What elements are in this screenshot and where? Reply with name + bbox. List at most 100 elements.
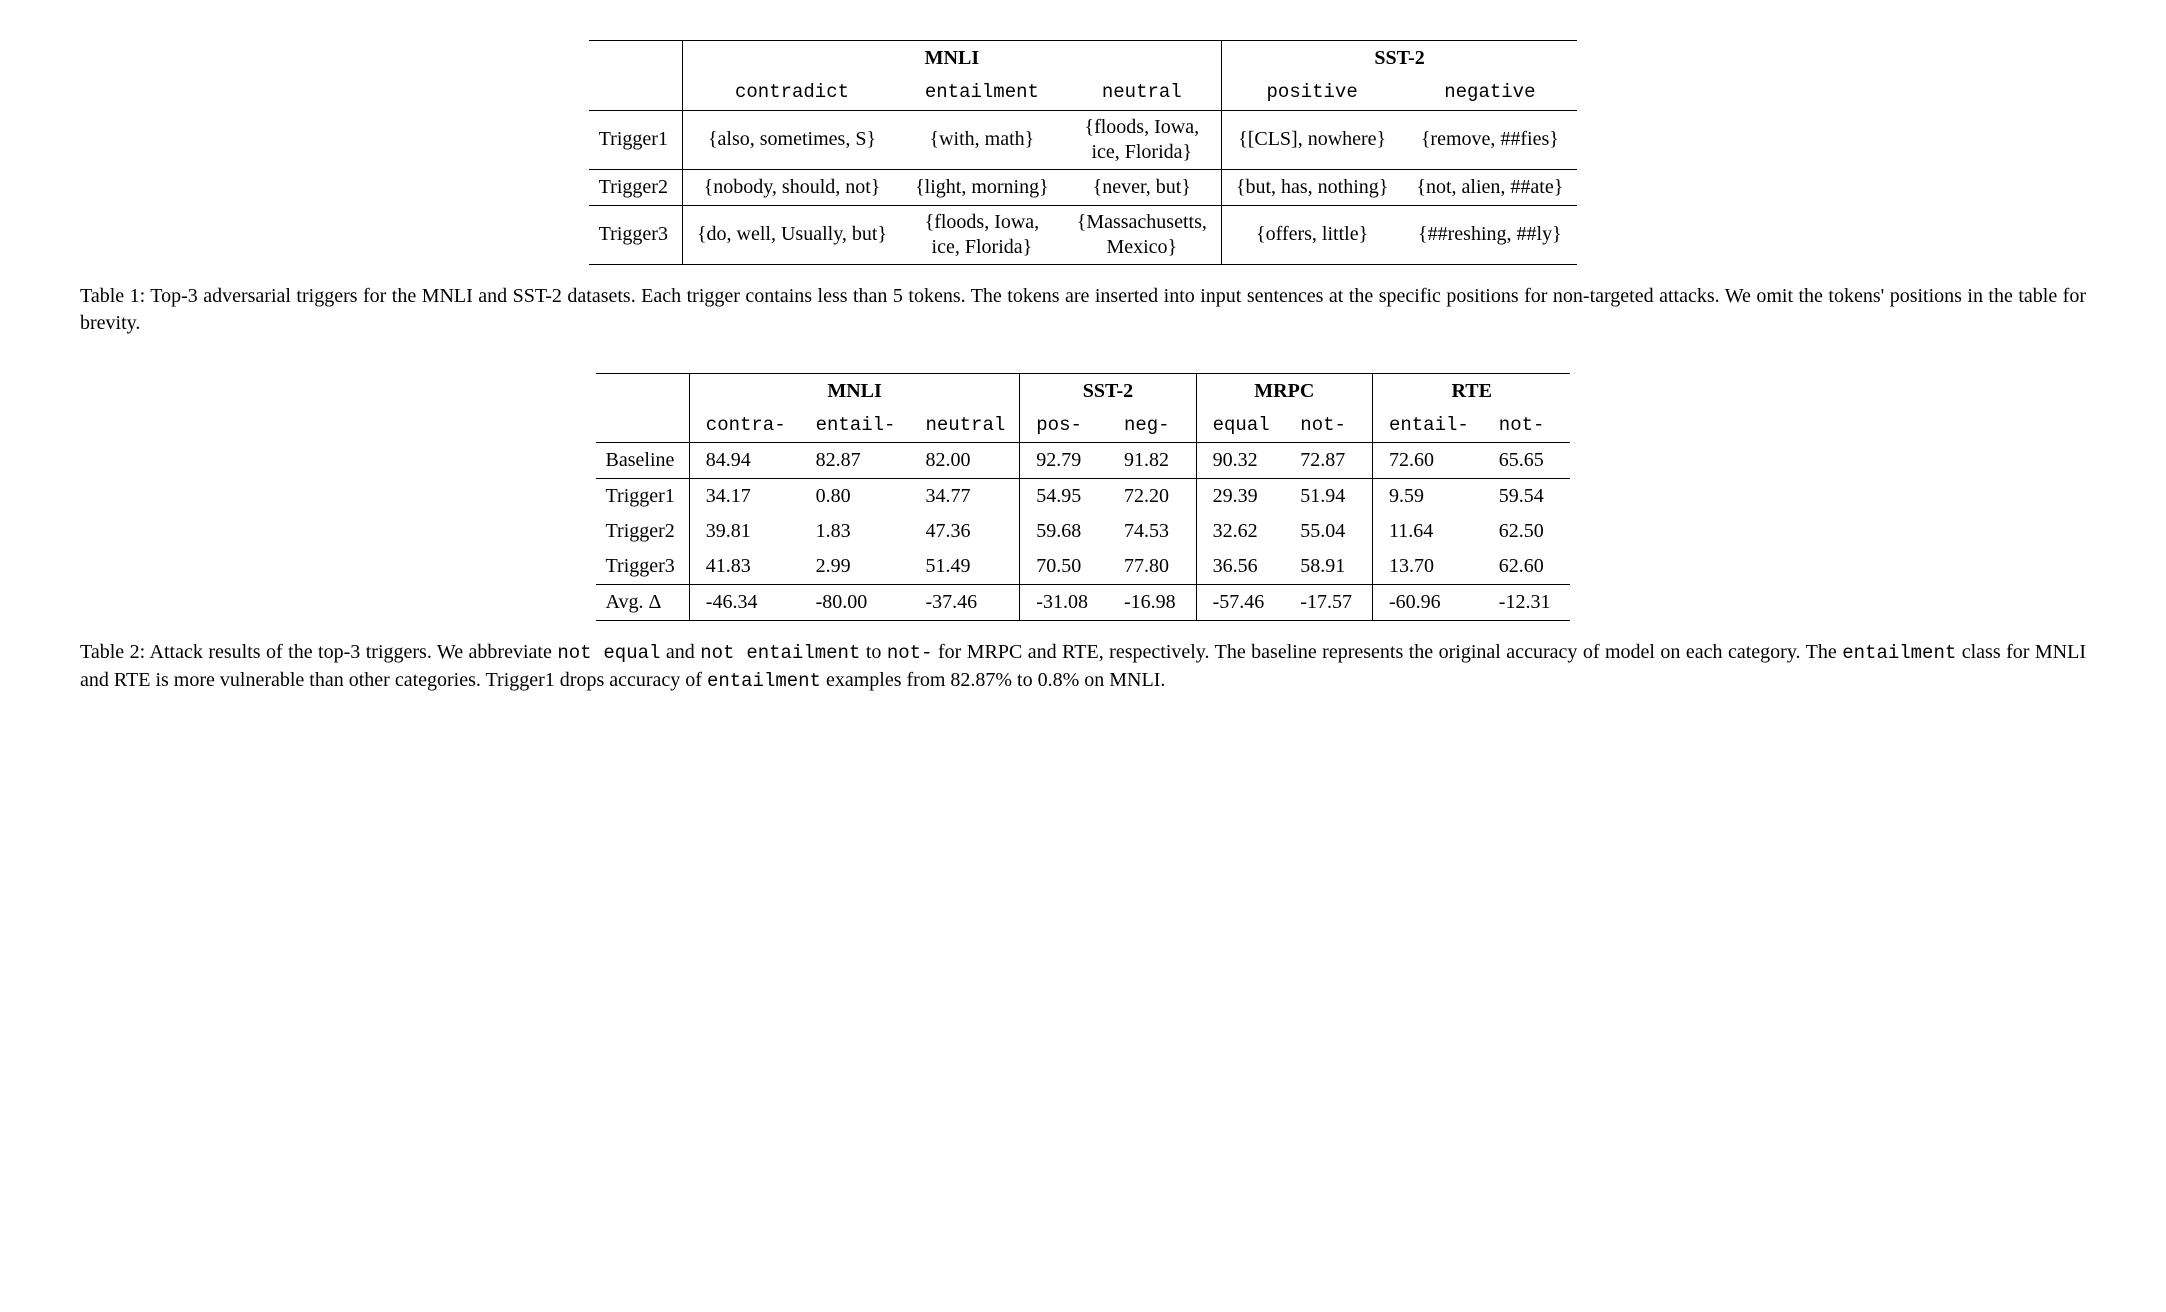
t2r3c8: 62.60 (1483, 549, 1571, 585)
table2-sub-neg: neg- (1108, 409, 1196, 443)
table1-sub-neutral: neutral (1063, 76, 1222, 110)
t2cap-m3: not- (887, 642, 933, 664)
t2cap-p6: examples from 82.87% to 0.8% on MNLI. (821, 669, 1165, 691)
t2r1c1: 0.80 (800, 479, 910, 515)
t2r0c5: 90.32 (1196, 443, 1284, 479)
t2cap-p3: to (860, 641, 887, 663)
t2r2c7: 11.64 (1372, 514, 1482, 549)
table2-sub-blank (596, 409, 690, 443)
table2-baseline-label: Baseline (596, 443, 690, 479)
table1-sub-blank (589, 76, 683, 110)
t2r3c4: 77.80 (1108, 549, 1196, 585)
table2-trigger3-label: Trigger3 (596, 549, 690, 585)
table1-r1c1: {also, sometimes, S} (682, 110, 901, 169)
t2r2c5: 32.62 (1196, 514, 1284, 549)
table1-r1c5: {remove, ##fies} (1402, 110, 1577, 169)
t2r2c8: 62.50 (1483, 514, 1571, 549)
table1-caption-prefix: Table 1: (80, 285, 150, 307)
t2r3c6: 58.91 (1284, 549, 1372, 585)
table1-r3c2: {floods, Iowa,ice, Florida} (901, 205, 1063, 264)
table1-row1-label: Trigger1 (589, 110, 683, 169)
table1-caption: Table 1: Top-3 adversarial triggers for … (80, 283, 2086, 337)
t2r4c6: -17.57 (1284, 585, 1372, 621)
table1-sub-positive: positive (1221, 76, 1402, 110)
table1-triggers: MNLI SST-2 contradict entailment neutral… (589, 40, 1578, 265)
t2r0c4: 91.82 (1108, 443, 1196, 479)
t2r2c3: 59.68 (1020, 514, 1108, 549)
t2cap-m2: not entailment (700, 642, 860, 664)
t2r3c5: 36.56 (1196, 549, 1284, 585)
table1-r2c5: {not, alien, ##ate} (1402, 169, 1577, 205)
t2r0c3: 92.79 (1020, 443, 1108, 479)
table1-corner (589, 41, 683, 77)
t2r3c2: 51.49 (909, 549, 1019, 585)
table1-r2c3: {never, but} (1063, 169, 1222, 205)
table1-group-mnli: MNLI (682, 41, 1221, 77)
t2r2c6: 55.04 (1284, 514, 1372, 549)
t2cap-prefix: Table 2: (80, 641, 150, 663)
table1-row2-label: Trigger2 (589, 169, 683, 205)
t2r4c1: -80.00 (800, 585, 910, 621)
table1-r1c4: {[CLS], nowhere} (1221, 110, 1402, 169)
t2r3c1: 2.99 (800, 549, 910, 585)
table2-sub-not2: not- (1483, 409, 1571, 443)
table2-group-sst2: SST-2 (1020, 373, 1196, 409)
table1-r2c1: {nobody, should, not} (682, 169, 901, 205)
t2r1c3: 54.95 (1020, 479, 1108, 515)
t2r4c4: -16.98 (1108, 585, 1196, 621)
table2-group-mnli: MNLI (689, 373, 1019, 409)
t2r2c1: 1.83 (800, 514, 910, 549)
t2r4c5: -57.46 (1196, 585, 1284, 621)
t2r0c8: 65.65 (1483, 443, 1571, 479)
t2cap-m1: not equal (557, 642, 660, 664)
t2r0c7: 72.60 (1372, 443, 1482, 479)
table1-r2c2: {light, morning} (901, 169, 1063, 205)
table1-r3c3: {Massachusetts,Mexico} (1063, 205, 1222, 264)
t2r3c0: 41.83 (689, 549, 799, 585)
table2-avgdelta-label: Avg. Δ (596, 585, 690, 621)
table2-trigger2-label: Trigger2 (596, 514, 690, 549)
table2-sub-not1: not- (1284, 409, 1372, 443)
t2r4c7: -60.96 (1372, 585, 1482, 621)
t2r2c2: 47.36 (909, 514, 1019, 549)
t2r0c6: 72.87 (1284, 443, 1372, 479)
t2r1c7: 9.59 (1372, 479, 1482, 515)
t2r2c4: 74.53 (1108, 514, 1196, 549)
table1-r3c1: {do, well, Usually, but} (682, 205, 901, 264)
table1-r1c2: {with, math} (901, 110, 1063, 169)
table2-trigger1-label: Trigger1 (596, 479, 690, 515)
t2r2c0: 39.81 (689, 514, 799, 549)
t2cap-p1: Attack results of the top-3 triggers. We… (150, 641, 558, 663)
table2-sub-equal: equal (1196, 409, 1284, 443)
table2-group-mrpc: MRPC (1196, 373, 1372, 409)
t2r0c2: 82.00 (909, 443, 1019, 479)
table1-group-sst2: SST-2 (1221, 41, 1577, 77)
t2r4c3: -31.08 (1020, 585, 1108, 621)
t2r4c0: -46.34 (689, 585, 799, 621)
table2-sub-contra: contra- (689, 409, 799, 443)
table1-caption-text: Top-3 adversarial triggers for the MNLI … (80, 285, 2086, 334)
t2r3c7: 13.70 (1372, 549, 1482, 585)
t2r1c4: 72.20 (1108, 479, 1196, 515)
table2-sub-neutral: neutral (909, 409, 1019, 443)
table1-r2c4: {but, has, nothing} (1221, 169, 1402, 205)
table2-caption: Table 2: Attack results of the top-3 tri… (80, 639, 2086, 694)
table1-r3c5: {##reshing, ##ly} (1402, 205, 1577, 264)
table1-row3-label: Trigger3 (589, 205, 683, 264)
t2cap-p4: for MRPC and RTE, respectively. The base… (932, 641, 1842, 663)
t2cap-p2: and (660, 641, 700, 663)
t2r1c8: 59.54 (1483, 479, 1571, 515)
t2r1c5: 29.39 (1196, 479, 1284, 515)
table1-sub-entailment: entailment (901, 76, 1063, 110)
table1-sub-contradict: contradict (682, 76, 901, 110)
t2r0c1: 82.87 (800, 443, 910, 479)
t2r1c6: 51.94 (1284, 479, 1372, 515)
table2-corner (596, 373, 690, 409)
table2-sub-entail1: entail- (800, 409, 910, 443)
table2-results: MNLI SST-2 MRPC RTE contra- entail- neut… (596, 373, 1571, 622)
table1-sub-negative: negative (1402, 76, 1577, 110)
t2cap-m5: entailment (707, 670, 821, 692)
t2r4c8: -12.31 (1483, 585, 1571, 621)
t2r3c3: 70.50 (1020, 549, 1108, 585)
table1-r1c3: {floods, Iowa,ice, Florida} (1063, 110, 1222, 169)
